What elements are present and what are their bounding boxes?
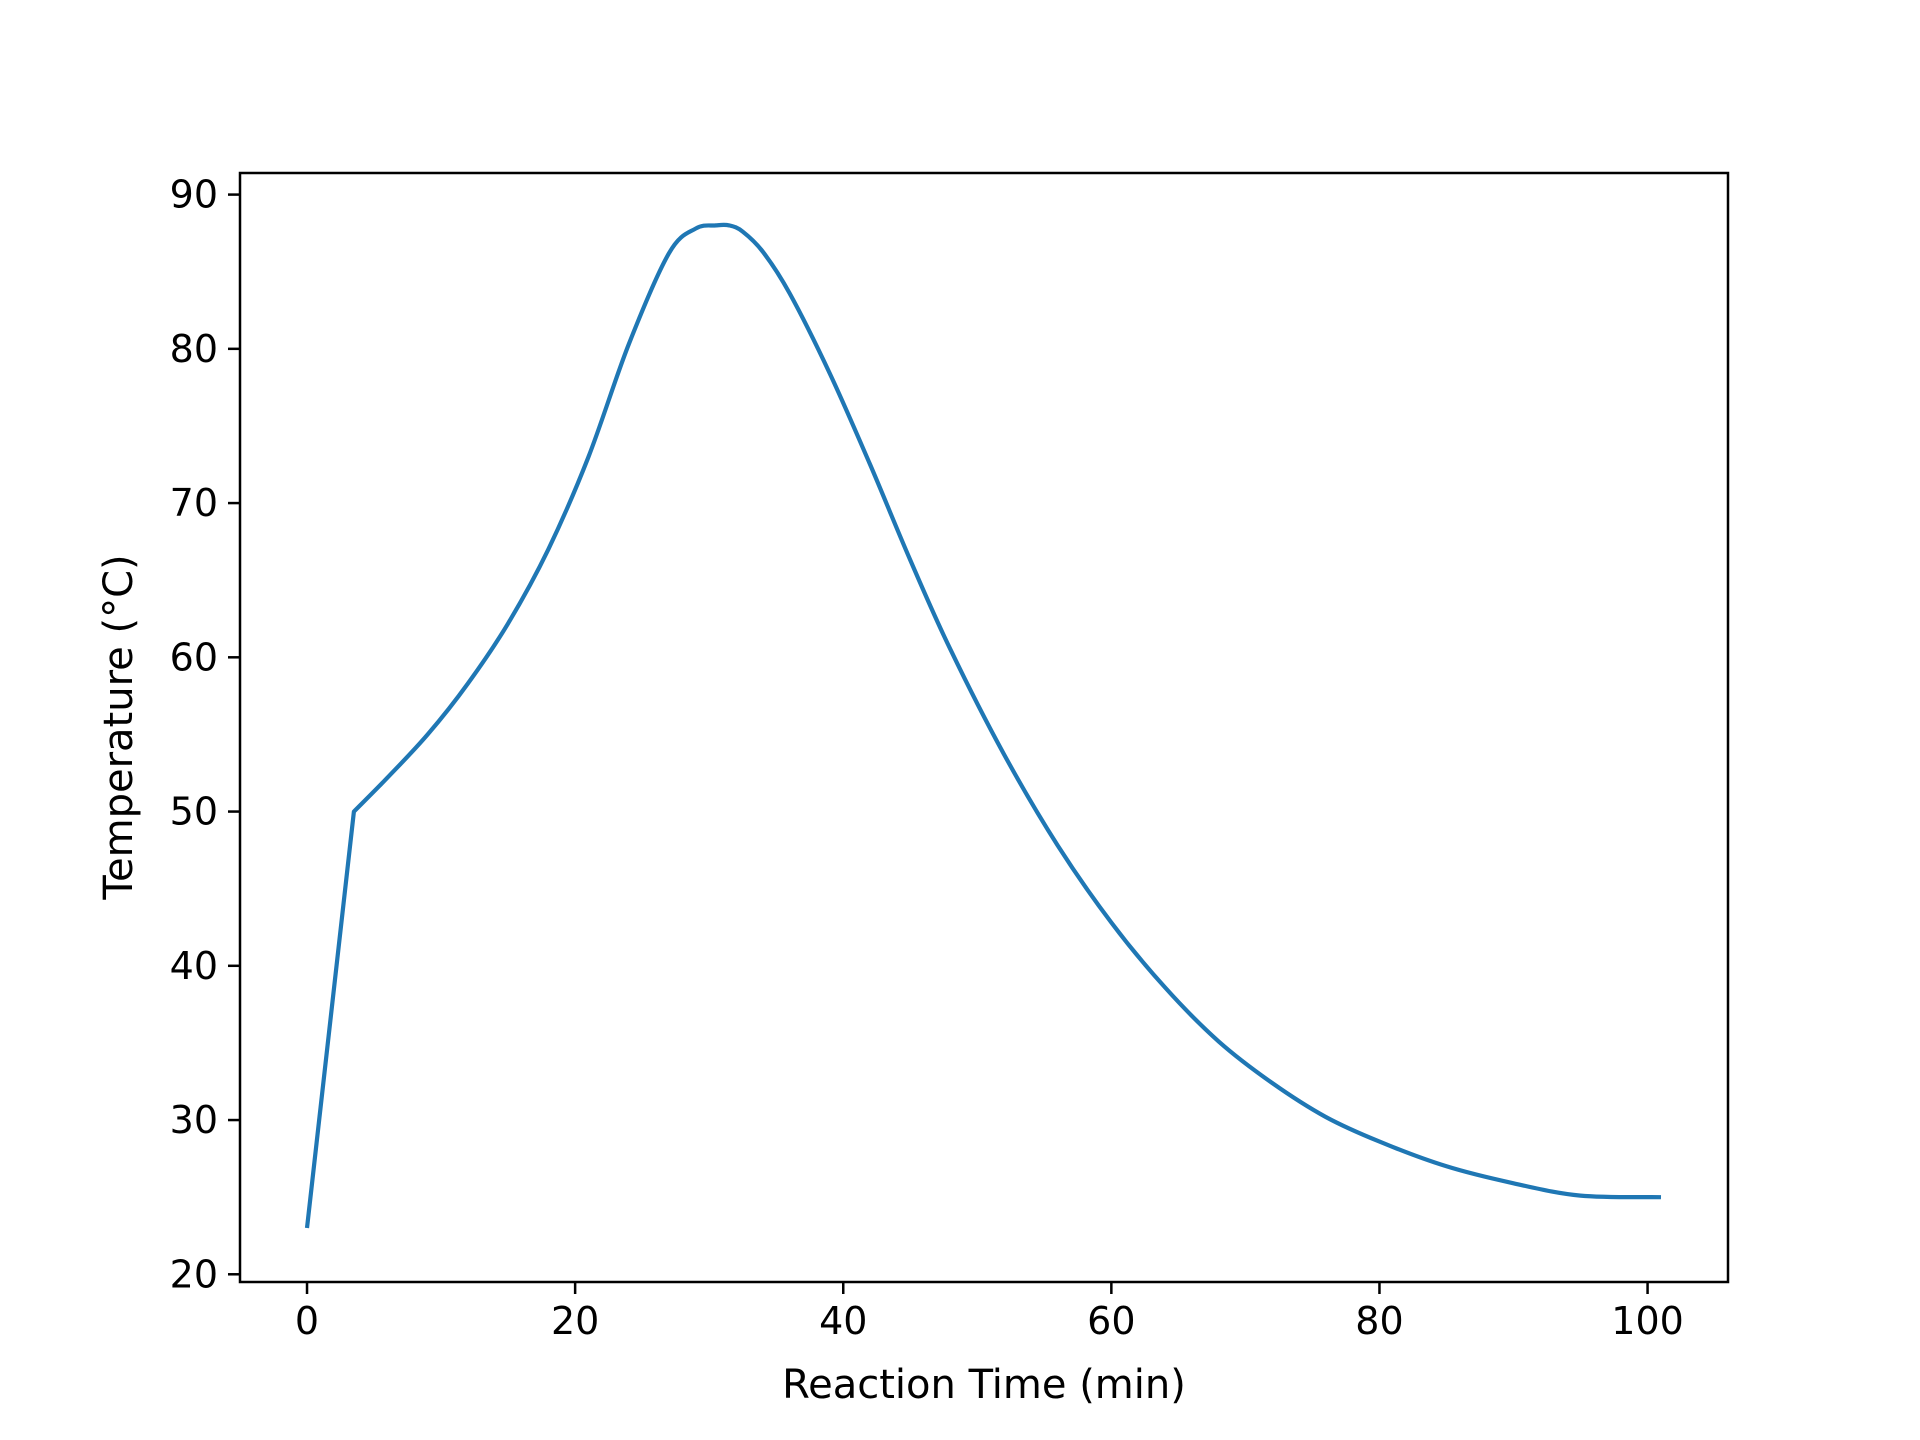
x-axis: 0 20 40 60 80 100: [295, 1282, 1684, 1343]
y-tick-label: 70: [170, 481, 218, 525]
y-tick-label: 90: [170, 173, 218, 217]
plot-area: [240, 173, 1728, 1282]
x-tick-label: 60: [1087, 1299, 1135, 1343]
series-line: [304, 222, 1662, 1229]
y-tick-label: 30: [170, 1098, 218, 1142]
y-tick-label: 40: [170, 944, 218, 988]
x-tick-label: 0: [295, 1299, 319, 1343]
plot-frame: [238, 171, 1730, 1284]
x-axis-label: Reaction Time (min): [782, 1362, 1186, 1408]
y-tick-label: 60: [170, 635, 218, 679]
x-tick-label: 20: [551, 1299, 599, 1343]
chart-marks: [304, 222, 1662, 1229]
x-tick-label: 40: [819, 1299, 867, 1343]
y-axis-label: Temperature (°C): [96, 554, 142, 900]
y-tick-label: 50: [170, 790, 218, 834]
y-tick-label: 80: [170, 327, 218, 371]
x-tick-label: 100: [1611, 1299, 1684, 1343]
y-tick-label: 20: [170, 1252, 218, 1296]
y-axis: 20 30 40 50 60 70 80 90: [170, 173, 240, 1296]
x-tick-label: 80: [1355, 1299, 1403, 1343]
